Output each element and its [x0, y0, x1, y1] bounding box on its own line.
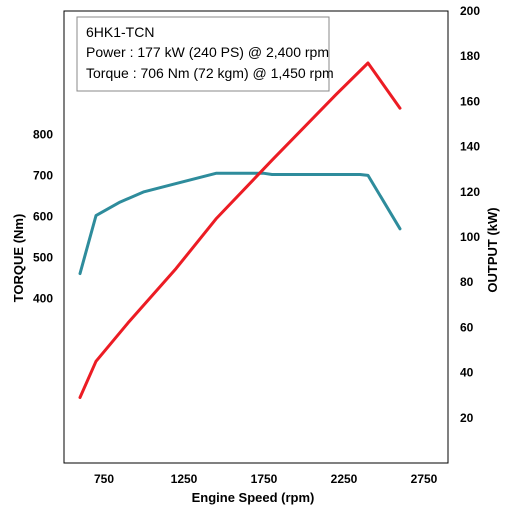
legend-power: Power : 177 kW (240 PS) @ 2,400 rpm: [86, 44, 329, 60]
y-right-tick-label: 120: [460, 185, 480, 199]
tick-labels: 750 1250 1750 2250 2750 400 500 600 700 800 20 40 60…: [33, 4, 480, 486]
plot-frame: [63, 10, 449, 464]
y-left-tick-label: 800: [33, 127, 53, 141]
y-right-tick-label: 200: [460, 4, 480, 18]
y-right-tick-label: 80: [460, 275, 474, 289]
x-axis-title: Engine Speed (rpm): [192, 490, 315, 505]
legend-box: 6HK1-TCN Power : 177 kW (240 PS) @ 2,400…: [76, 16, 334, 92]
legend-title: 6HK1-TCN: [86, 24, 154, 40]
y-left-axis-title: TORQUE (Nm): [11, 214, 26, 303]
x-tick-label: 2250: [331, 472, 358, 486]
y-right-tick-label: 180: [460, 49, 480, 63]
power-curve: [78, 61, 402, 399]
x-tick-label: 750: [94, 472, 114, 486]
y-right-tick-label: 140: [460, 140, 480, 154]
legend-torque: Torque : 706 Nm (72 kgm) @ 1,450 rpm: [86, 65, 334, 81]
x-tick-label: 2750: [411, 472, 438, 486]
y-left-tick-label: 600: [33, 209, 53, 223]
y-left-tick-label: 500: [33, 251, 53, 265]
y-right-tick-label: 160: [460, 94, 480, 108]
y-right-tick-label: 100: [460, 230, 480, 244]
x-tick-label: 1250: [171, 472, 198, 486]
y-right-tick-label: 60: [460, 320, 474, 334]
legend-frame: [76, 16, 330, 92]
x-tick-label: 1750: [251, 472, 278, 486]
torque-curve: [78, 171, 402, 276]
y-left-tick-label: 700: [33, 168, 53, 182]
y-right-tick-label: 40: [460, 366, 474, 380]
y-left-tick-label: 400: [33, 292, 53, 306]
chart-marks: [78, 61, 402, 399]
y-right-axis-title: OUTPUT (kW): [485, 207, 500, 292]
y-right-tick-label: 20: [460, 411, 474, 425]
